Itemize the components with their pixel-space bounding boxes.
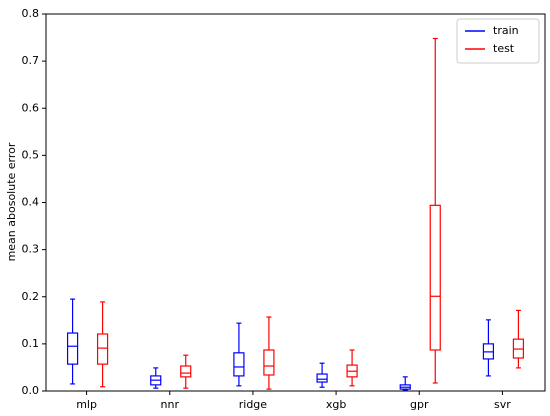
y-tick-label: 0.4 xyxy=(22,196,40,209)
x-tick-label: xgb xyxy=(326,398,346,411)
y-tick-label: 0.6 xyxy=(22,101,40,114)
y-tick-label: 0.2 xyxy=(22,290,40,303)
box xyxy=(429,204,441,351)
y-tick-label: 0.0 xyxy=(22,384,40,397)
y-tick-label: 0.5 xyxy=(22,148,40,161)
x-tick-label: ridge xyxy=(239,398,268,411)
box xyxy=(66,332,79,365)
legend-frame xyxy=(456,18,540,64)
y-tick-label: 0.8 xyxy=(22,7,40,20)
y-tick-label: 0.3 xyxy=(22,243,40,256)
x-tick-label: svr xyxy=(494,398,511,411)
x-tick-label: gpr xyxy=(410,398,429,411)
legend-label: train xyxy=(493,24,519,37)
legend-label: test xyxy=(493,42,515,55)
y-axis-label: mean abosolute error xyxy=(5,142,18,261)
y-tick-label: 0.1 xyxy=(22,337,40,350)
x-tick-label: nnr xyxy=(161,398,180,411)
x-tick-label: mlp xyxy=(76,398,97,411)
box xyxy=(233,352,245,377)
y-tick-label: 0.7 xyxy=(22,54,40,67)
box xyxy=(180,365,192,378)
box xyxy=(263,349,275,376)
box xyxy=(316,373,328,383)
box xyxy=(96,333,109,365)
plot-frame xyxy=(45,13,546,392)
